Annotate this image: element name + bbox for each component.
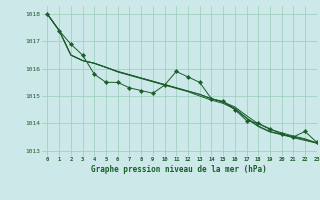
X-axis label: Graphe pression niveau de la mer (hPa): Graphe pression niveau de la mer (hPa)	[91, 165, 267, 174]
